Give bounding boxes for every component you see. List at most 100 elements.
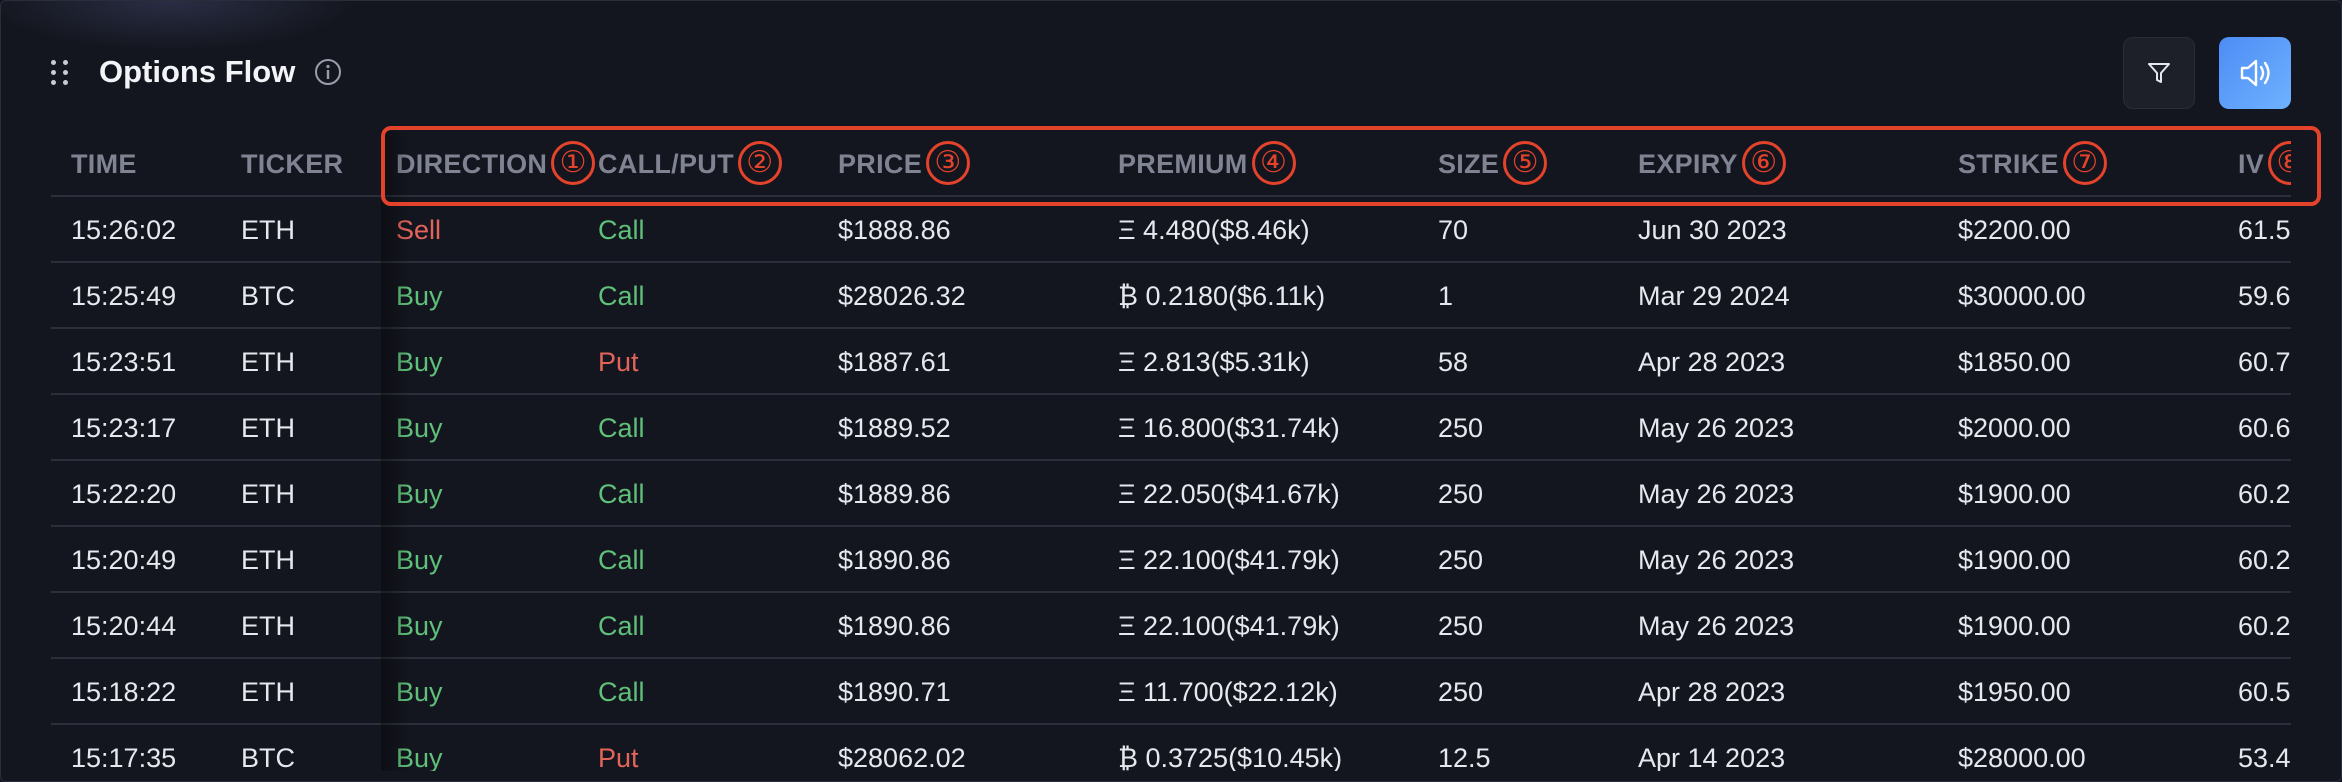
table-row[interactable]: 15:23:51 ETH Buy Put $1887.61 Ξ 2.813($5.31k)… (51, 329, 2291, 395)
column-header-premium[interactable]: PREMIUM ④ (1118, 131, 1296, 197)
cell-iv: 60.2 (2238, 479, 2291, 509)
column-header-ticker[interactable]: TICKER (241, 131, 343, 197)
column-header-label: PRICE (838, 149, 923, 179)
cell-call-put: Call (598, 545, 645, 575)
cell-premium: ₿ 0.2180($6.11k) (1118, 281, 1326, 311)
cell-price: $1889.52 (838, 413, 951, 443)
cell-strike: $1900.00 (1958, 611, 2071, 641)
column-header-label: EXPIRY (1638, 149, 1738, 179)
cell-strike: $2200.00 (1958, 215, 2071, 245)
cell-strike: $1900.00 (1958, 545, 2071, 575)
cell-time: 15:17:35 (71, 743, 177, 771)
sound-toggle-button[interactable] (2219, 37, 2291, 109)
column-header-label: PREMIUM (1118, 149, 1248, 179)
cell-call-put: Put (598, 743, 639, 771)
cell-size: 250 (1438, 413, 1484, 443)
cell-time: 15:18:22 (71, 677, 177, 707)
cell-call-put: Put (598, 347, 639, 377)
column-header-label: DIRECTION (396, 149, 548, 179)
table-row[interactable]: 15:22:20 ETH Buy Call $1889.86 Ξ 22.050($41.6… (51, 461, 2291, 527)
cell-iv: 60.7 (2238, 347, 2291, 377)
column-header-direction[interactable]: DIRECTION ① (396, 131, 596, 197)
cell-ticker: ETH (241, 215, 295, 245)
table-row[interactable]: 15:25:49 BTC Buy Call $28026.32 ₿ 0.2180($6.1… (51, 263, 2291, 329)
cell-premium: Ξ 22.050($41.67k) (1118, 479, 1340, 509)
cell-iv: 60.6 (2238, 413, 2291, 443)
cell-premium: Ξ 2.813($5.31k) (1118, 347, 1310, 377)
cell-size: 58 (1438, 347, 1469, 377)
cell-iv: 53.4 (2238, 743, 2291, 771)
cell-direction: Buy (396, 743, 443, 771)
cell-iv: 61.5 (2238, 215, 2291, 245)
cell-size: 1 (1438, 281, 1454, 311)
cell-ticker: ETH (241, 347, 295, 377)
table-header-row: TIME TICKER DIRECTION ① CALL/PUT ② PRICE ③ PREMI… (51, 131, 2291, 197)
column-header-size[interactable]: SIZE ⑤ (1438, 131, 1548, 197)
cell-expiry: Mar 29 2024 (1638, 281, 1790, 311)
info-icon[interactable] (313, 57, 343, 87)
cell-time: 15:26:02 (71, 215, 177, 245)
cell-ticker: BTC (241, 743, 295, 771)
cell-direction: Buy (396, 347, 443, 377)
table-row[interactable]: 15:20:49 ETH Buy Call $1890.86 Ξ 22.100($41.7… (51, 527, 2291, 593)
cell-size: 250 (1438, 677, 1484, 707)
cell-price: $1890.71 (838, 677, 951, 707)
cell-direction: Buy (396, 479, 443, 509)
cell-premium: Ξ 22.100($41.79k) (1118, 545, 1340, 575)
cell-price: $1890.86 (838, 611, 951, 641)
annotation-number: ④ (1251, 140, 1296, 185)
cell-expiry: Apr 28 2023 (1638, 347, 1786, 377)
cell-expiry: May 26 2023 (1638, 479, 1795, 509)
column-header-label: IV (2238, 149, 2265, 179)
column-header-expiry[interactable]: EXPIRY ⑥ (1638, 131, 1786, 197)
cell-expiry: May 26 2023 (1638, 545, 1795, 575)
drag-handle-icon[interactable] (51, 57, 71, 87)
cell-strike: $2000.00 (1958, 413, 2071, 443)
annotation-number: ② (737, 140, 782, 185)
column-header-strike[interactable]: STRIKE ⑦ (1958, 131, 2107, 197)
cell-iv: 60.2 (2238, 545, 2291, 575)
column-header-time[interactable]: TIME (71, 131, 137, 197)
filter-icon (2148, 63, 2170, 83)
cell-ticker: ETH (241, 611, 295, 641)
cell-price: $28062.02 (838, 743, 966, 771)
annotation-number: ⑥ (1741, 140, 1786, 185)
cell-ticker: ETH (241, 479, 295, 509)
cell-call-put: Call (598, 479, 645, 509)
column-header-label: STRIKE (1958, 149, 2059, 179)
annotation-number: ⑦ (2062, 140, 2107, 185)
cell-price: $28026.32 (838, 281, 966, 311)
column-header-call-put[interactable]: CALL/PUT ② (598, 131, 782, 197)
cell-call-put: Call (598, 215, 645, 245)
cell-ticker: ETH (241, 545, 295, 575)
panel-title: Options Flow (99, 54, 296, 89)
table-row[interactable]: 15:17:35 BTC Buy Put $28062.02 ₿ 0.3725($10.4… (51, 725, 2291, 771)
column-header-price[interactable]: PRICE ③ (838, 131, 971, 197)
cell-size: 250 (1438, 479, 1484, 509)
cell-price: $1890.86 (838, 545, 951, 575)
annotation-number: ⑧ (2268, 140, 2291, 185)
table-row[interactable]: 15:26:02 ETH Sell Call $1888.86 Ξ 4.480($8.46… (51, 197, 2291, 263)
cell-call-put: Call (598, 677, 645, 707)
table-row[interactable]: 15:20:44 ETH Buy Call $1890.86 Ξ 22.100($41.7… (51, 593, 2291, 659)
cell-direction: Buy (396, 677, 443, 707)
cell-strike: $1900.00 (1958, 479, 2071, 509)
cell-price: $1888.86 (838, 215, 951, 245)
cell-premium: Ξ 4.480($8.46k) (1118, 215, 1310, 245)
cell-price: $1889.86 (838, 479, 951, 509)
cell-premium: ₿ 0.3725($10.45k) (1118, 743, 1343, 771)
cell-direction: Buy (396, 611, 443, 641)
table-row[interactable]: 15:18:22 ETH Buy Call $1890.71 Ξ 11.700($22.1… (51, 659, 2291, 725)
table-row[interactable]: 15:23:17 ETH Buy Call $1889.52 Ξ 16.800($31.7… (51, 395, 2291, 461)
filter-button[interactable] (2123, 37, 2195, 109)
panel-header: Options Flow (51, 37, 2291, 109)
cell-strike: $28000.00 (1958, 743, 2086, 771)
cell-direction: Buy (396, 545, 443, 575)
cell-strike: $1950.00 (1958, 677, 2071, 707)
cell-call-put: Call (598, 413, 645, 443)
cell-premium: Ξ 22.100($41.79k) (1118, 611, 1340, 641)
column-header-iv[interactable]: IV ⑧ (2238, 131, 2291, 197)
cell-iv: 60.2 (2238, 611, 2291, 641)
cell-strike: $30000.00 (1958, 281, 2086, 311)
